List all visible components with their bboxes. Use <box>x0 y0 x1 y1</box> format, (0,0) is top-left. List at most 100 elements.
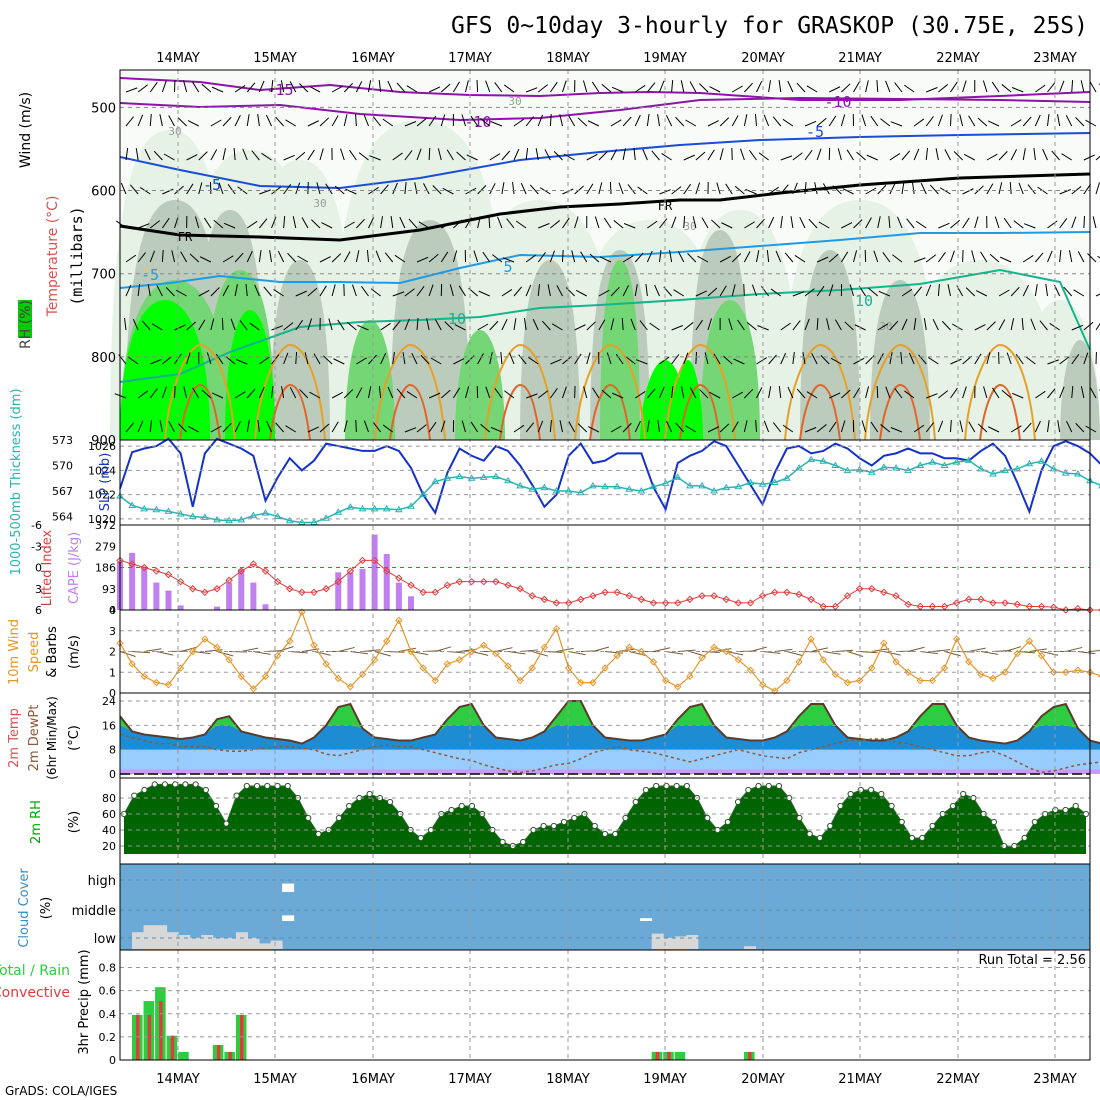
li-point <box>516 585 524 593</box>
wind-barb <box>574 324 586 331</box>
cape-bar <box>335 572 342 610</box>
wind10m-point <box>164 680 173 689</box>
contour-label: FR <box>178 230 193 244</box>
thickness-point <box>346 503 355 510</box>
rh2m-point <box>642 786 650 794</box>
wind-barb <box>477 216 481 229</box>
wind-barb <box>775 250 782 263</box>
wind-barb <box>426 318 430 331</box>
wind-barb <box>159 420 163 433</box>
day-label-top: 22MAY <box>936 51 980 66</box>
isotherm-15 <box>664 343 736 441</box>
li-point <box>613 588 621 596</box>
wind10m-barb <box>119 651 136 657</box>
wind-barb <box>456 151 466 161</box>
precip-total-bar <box>674 1051 686 1060</box>
rh-tick-label: 20 <box>102 840 116 853</box>
contour-label: -5 <box>141 266 159 284</box>
wind-barb <box>283 322 294 331</box>
wind-barb <box>356 357 367 365</box>
wind-barb <box>743 114 748 127</box>
wind-barb <box>355 113 357 127</box>
rh2m-point <box>1021 834 1028 842</box>
wind-barb <box>635 359 648 365</box>
wind-barb <box>923 318 927 331</box>
thickness-point <box>407 502 415 509</box>
wind-barb <box>806 391 818 399</box>
wind10m-point <box>419 664 427 672</box>
wind-barb <box>925 254 937 263</box>
wind-barb <box>520 182 527 195</box>
wind-barb <box>1047 82 1056 93</box>
wind10m-barb <box>338 646 355 652</box>
wind-barb <box>598 319 606 331</box>
wind-barb <box>986 352 991 365</box>
wind-barb <box>913 318 917 331</box>
contour-label: 30 <box>508 95 521 108</box>
wind-barb <box>337 319 345 331</box>
wind-barb <box>829 86 841 93</box>
wind-barb <box>639 320 648 331</box>
wind-barb <box>659 250 662 263</box>
wind-barb <box>586 183 594 195</box>
wind-barb <box>950 387 958 399</box>
wind10m-barb <box>604 651 623 654</box>
cape-bar <box>141 566 148 610</box>
li-point <box>977 595 985 604</box>
contour-label: 10 <box>448 310 466 328</box>
wind-barb <box>408 218 418 229</box>
wind-barb <box>1071 216 1077 229</box>
wind-barb <box>671 386 674 399</box>
wind-barb <box>168 421 175 433</box>
precip-conv-bar <box>667 1051 671 1060</box>
wind-barb <box>295 319 304 331</box>
wind10m-point <box>298 608 306 616</box>
isotherm-15 <box>574 343 646 441</box>
wind-barb <box>866 154 878 161</box>
wind-barb <box>440 420 446 433</box>
wind-barb <box>901 150 911 161</box>
wind-barb <box>1080 80 1085 93</box>
wind10m-barb <box>980 651 999 655</box>
rh2m-point <box>448 806 455 814</box>
wind-barb <box>926 87 938 93</box>
wind-barb <box>222 285 230 297</box>
wind-barb <box>818 221 830 229</box>
rh-contour-fill <box>870 280 930 440</box>
wind-barb <box>137 84 149 93</box>
thickness-point <box>940 461 949 468</box>
wind-barb <box>1075 117 1085 127</box>
li-point <box>661 599 670 607</box>
wind-tick-label: 3 <box>109 625 116 638</box>
wind-barb <box>959 420 964 433</box>
wind-barb <box>937 284 940 297</box>
wind10m-point <box>1074 666 1082 674</box>
wind-barb <box>610 119 622 127</box>
wind-barb <box>953 151 963 161</box>
wind-barb <box>384 252 394 263</box>
wind-barb <box>1010 119 1022 127</box>
wind-barb <box>449 284 454 297</box>
wind-barb <box>665 114 673 127</box>
wind-barb <box>633 148 636 161</box>
wind-barb <box>622 255 634 263</box>
wind-barb <box>699 389 709 399</box>
wind-barb <box>666 420 673 433</box>
wind-barb <box>763 114 770 127</box>
wind-barb <box>1089 81 1097 93</box>
wind-barb <box>610 318 615 331</box>
isotherm-15 <box>784 343 856 441</box>
li-point <box>128 560 136 568</box>
li-point <box>201 588 209 596</box>
wind-barb <box>311 219 321 229</box>
wind-barb <box>814 182 818 195</box>
rh2m-point <box>1031 818 1038 826</box>
wind-barb <box>780 155 793 161</box>
wind-barb <box>977 117 988 127</box>
wind-ylabel: Wind (m/s) <box>18 92 34 168</box>
wind10m-point <box>128 660 136 668</box>
wind-barb <box>621 317 624 331</box>
wind-barb <box>598 289 610 297</box>
wind-barb <box>986 153 998 161</box>
day-label-bottom: 23MAY <box>1033 1072 1077 1087</box>
